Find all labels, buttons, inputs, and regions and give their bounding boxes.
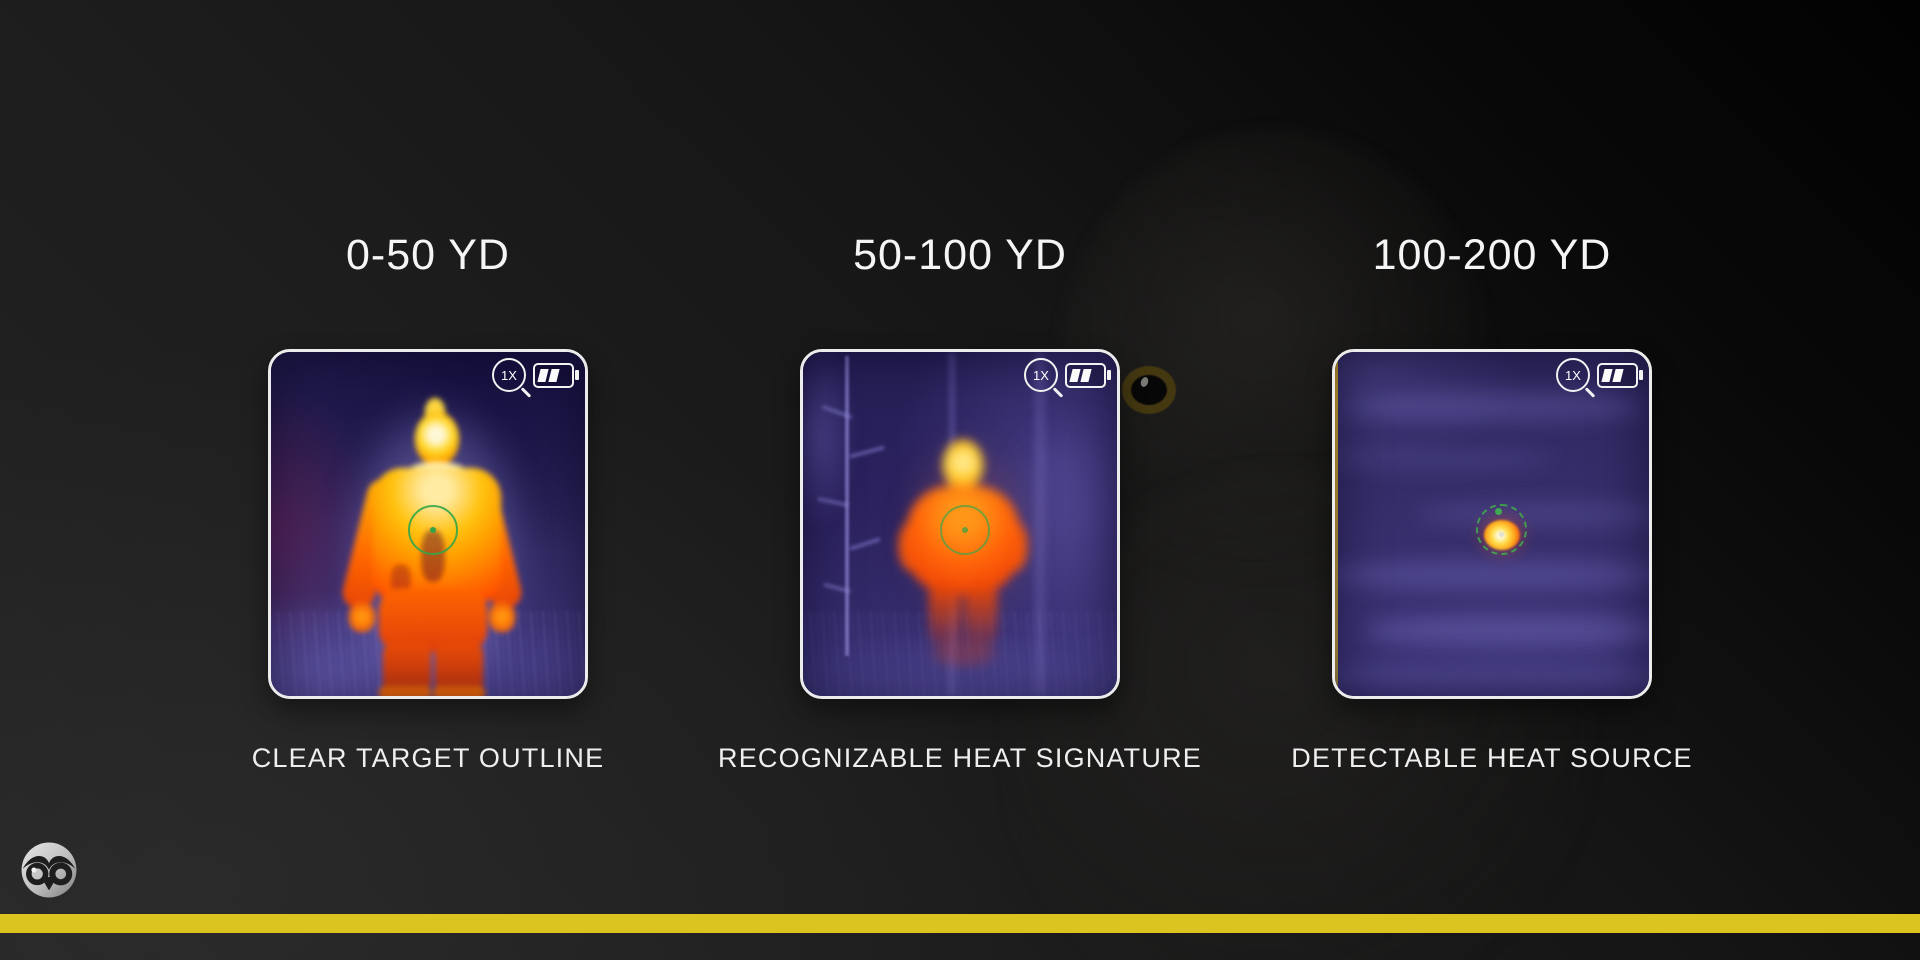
magnifier-zoom-icon: 1X <box>492 358 526 392</box>
range-title: 100-200 YD <box>1372 231 1612 279</box>
column-0-50yd: 0-50 YD <box>252 0 603 800</box>
panel-caption: CLEAR TARGET OUTLINE <box>251 743 605 773</box>
range-title: 0-50 YD <box>346 231 510 279</box>
magnifier-zoom-icon: 1X <box>1556 358 1590 392</box>
panel-vignette <box>803 352 1117 696</box>
thermal-panel-50-100yd: 1X <box>800 349 1120 699</box>
magnifier-zoom-icon: 1X <box>1024 358 1058 392</box>
column-50-100yd: 50-100 YD <box>718 0 1201 800</box>
battery-bar <box>1080 368 1092 382</box>
accent-bar <box>0 914 1920 933</box>
battery-bar <box>1612 368 1624 382</box>
scope-hud: 1X <box>1556 358 1643 392</box>
range-title: 50-100 YD <box>853 231 1067 279</box>
owl-eye-glint <box>1139 376 1150 388</box>
battery-bar <box>548 368 560 382</box>
zoom-level-label: 1X <box>501 367 517 383</box>
column-100-200yd: 100-200 YD 1X DETECTABL <box>1291 0 1691 800</box>
zoom-level-label: 1X <box>1033 367 1049 383</box>
battery-bar <box>537 368 549 382</box>
panel-caption: RECOGNIZABLE HEAT SIGNATURE <box>718 743 1202 773</box>
scope-hud: 1X <box>492 358 579 392</box>
panel-vignette <box>271 352 585 696</box>
panel-vignette <box>1335 352 1649 696</box>
battery-icon <box>1065 362 1111 388</box>
battery-bar <box>1069 368 1081 382</box>
battery-icon <box>533 362 579 388</box>
owl-eye-shape <box>1122 366 1176 414</box>
panel-caption: DETECTABLE HEAT SOURCE <box>1291 743 1693 773</box>
thermal-panel-0-50yd: 1X <box>268 349 588 699</box>
thermal-panel-100-200yd: 1X <box>1332 349 1652 699</box>
owl-logo-icon <box>21 842 77 898</box>
scope-hud: 1X <box>1024 358 1111 392</box>
zoom-level-label: 1X <box>1565 367 1581 383</box>
battery-bar <box>1601 368 1613 382</box>
battery-icon <box>1597 362 1643 388</box>
